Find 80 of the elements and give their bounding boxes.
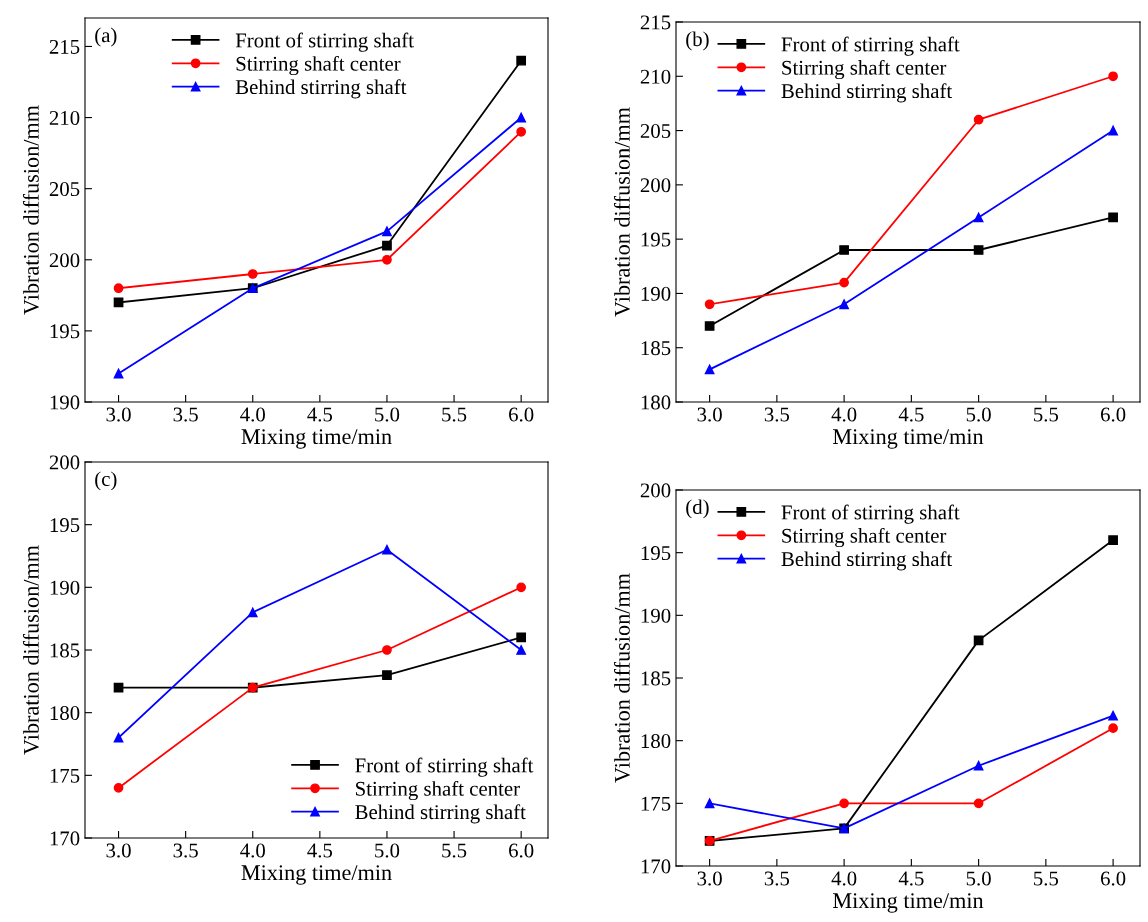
y-axis-title: Vibration diffusion/mm — [613, 573, 630, 783]
legend-label: Front of stirring shaft — [781, 36, 960, 56]
legend-label: Stirring shaft center — [782, 527, 947, 548]
x-tick-label: 4.5 — [307, 407, 333, 422]
y-tick-label: 190 — [641, 286, 671, 301]
y-tick-label: 175 — [641, 796, 671, 811]
legend-label: Behind stirring shaft — [235, 79, 407, 99]
x-axis-title: Mixing time/min — [833, 893, 984, 913]
y-tick-label: 200 — [49, 455, 80, 470]
x-tick-label: 6.0 — [509, 843, 534, 858]
y-tick-label: 205 — [49, 182, 80, 197]
legend-label: Stirring shaft center — [236, 55, 401, 76]
x-tick-label: 4.0 — [240, 843, 265, 858]
y-tick-label: 210 — [49, 110, 80, 125]
annotation: (c) — [95, 471, 117, 491]
x-tick-label: 4.0 — [240, 407, 265, 422]
y-tick-label: 215 — [49, 39, 80, 54]
legend-label: Front of stirring shaft — [355, 757, 534, 777]
x-tick-label: 5.0 — [375, 843, 400, 858]
y-tick-label: 185 — [50, 643, 80, 658]
y-tick-label: 175 — [50, 768, 80, 783]
x-tick-label: 4.0 — [831, 407, 857, 422]
legend-label: Behind stirring shaft — [355, 804, 526, 824]
y-tick-label: 185 — [641, 671, 671, 686]
y-tick-label: 185 — [641, 341, 671, 356]
x-tick-label: 5.5 — [442, 407, 467, 422]
x-axis-title: Mixing time/min — [241, 429, 392, 449]
y-tick-label: 200 — [640, 483, 671, 498]
x-tick-label: 4.5 — [307, 843, 333, 858]
legend-label: Front of stirring shaft — [235, 32, 414, 52]
legend-label: Behind stirring shaft — [781, 83, 953, 103]
x-tick-label: 3.5 — [764, 871, 790, 886]
x-tick-label: 3.0 — [697, 407, 722, 422]
y-tick-label: 170 — [641, 859, 671, 874]
x-tick-label: 4.0 — [831, 871, 857, 886]
x-tick-label: 6.0 — [1100, 407, 1126, 422]
x-tick-label: 5.0 — [966, 407, 991, 422]
y-tick-label: 195 — [641, 546, 671, 561]
x-tick-label: 3.5 — [173, 407, 198, 422]
y-tick-label: 200 — [49, 253, 80, 268]
y-tick-label: 180 — [641, 395, 671, 410]
x-tick-label: 3.0 — [697, 871, 722, 886]
x-tick-label: 5.0 — [966, 871, 991, 886]
x-tick-label: 5.5 — [442, 843, 467, 858]
x-tick-label: 4.5 — [898, 871, 924, 886]
x-tick-label: 5.0 — [375, 407, 400, 422]
x-tick-label: 3.5 — [173, 843, 198, 858]
y-tick-label: 190 — [50, 395, 80, 410]
x-tick-label: 3.0 — [106, 843, 131, 858]
y-tick-label: 195 — [50, 518, 80, 533]
y-tick-label: 190 — [50, 580, 80, 595]
legend-label: Stirring shaft center — [356, 780, 520, 801]
x-tick-label: 4.5 — [898, 407, 924, 422]
y-axis-title: Vibration diffusion/mm — [613, 107, 630, 317]
y-tick-label: 180 — [50, 706, 80, 721]
x-axis-title: Mixing time/min — [833, 429, 984, 449]
y-tick-label: 205 — [640, 123, 671, 138]
legend-label: Front of stirring shaft — [781, 504, 960, 524]
x-tick-label: 5.5 — [1034, 407, 1059, 422]
y-axis-title: Vibration diffusion/mm — [22, 105, 39, 315]
y-tick-label: 190 — [641, 608, 671, 623]
x-tick-label: 3.5 — [764, 407, 790, 422]
y-tick-label: 170 — [50, 831, 80, 846]
y-axis-title: Vibration diffusion/mm — [22, 545, 39, 755]
y-tick-label: 215 — [640, 15, 671, 30]
y-tick-label: 210 — [640, 69, 671, 84]
legend-label: Stirring shaft center — [782, 59, 947, 80]
x-tick-label: 6.0 — [1100, 871, 1126, 886]
annotation: (d) — [686, 499, 709, 519]
y-tick-label: 195 — [641, 232, 671, 247]
y-tick-label: 200 — [640, 178, 671, 193]
x-tick-label: 6.0 — [509, 407, 534, 422]
y-tick-label: 195 — [50, 324, 80, 339]
x-axis-title: Mixing time/min — [241, 865, 392, 885]
legend-label: Behind stirring shaft — [781, 551, 953, 571]
x-tick-label: 5.5 — [1034, 871, 1059, 886]
annotation: (a) — [95, 27, 117, 47]
x-tick-label: 3.0 — [106, 407, 131, 422]
annotation: (b) — [686, 31, 709, 51]
y-tick-label: 180 — [641, 734, 671, 749]
